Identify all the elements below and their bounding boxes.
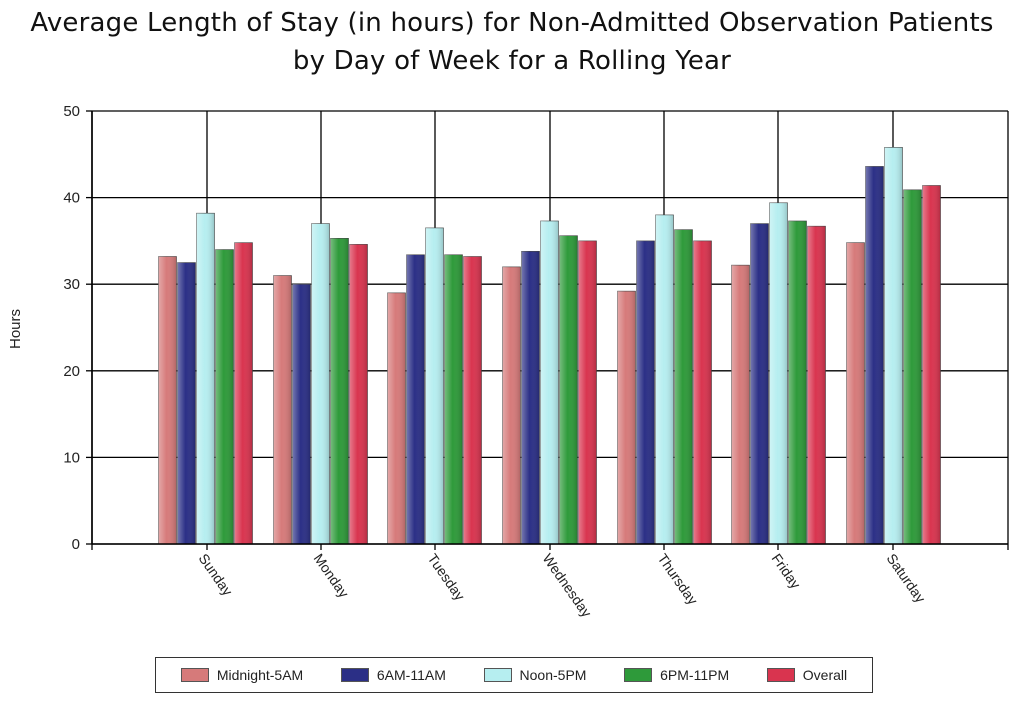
chart-title-line2: by Day of Week for a Rolling Year <box>292 46 732 76</box>
legend-swatch <box>340 668 369 682</box>
legend-item: 6AM-11AM <box>340 667 446 683</box>
bar-shade <box>846 242 865 544</box>
chart-title-line1: Average Length of Stay (in hours) for No… <box>30 8 994 38</box>
x-tick-label: Saturday <box>884 551 929 606</box>
bar-shade <box>444 254 463 545</box>
x-tick-label: Friday <box>769 551 804 592</box>
legend-label: Overall <box>802 667 848 683</box>
legend-swatch <box>624 668 653 682</box>
legend-swatch <box>766 668 795 682</box>
bar-shade <box>750 223 769 544</box>
bar-shade <box>674 229 693 544</box>
bar-shade <box>387 292 406 544</box>
y-tick-label: 40 <box>63 190 80 207</box>
legend: Midnight-5AM 6AM-11AM Noon-5PM 6PM-11PM Over… <box>155 657 873 693</box>
x-tick-label: Wednesday <box>540 551 595 621</box>
bar-shade <box>196 213 215 545</box>
bar-shade <box>731 265 750 544</box>
bar-shade <box>693 240 712 544</box>
legend-item: Noon-5PM <box>483 667 587 683</box>
bar-shade <box>807 226 826 545</box>
legend-label: 6PM-11PM <box>660 667 730 683</box>
bar-shade <box>502 266 521 544</box>
bar-shade <box>922 185 941 544</box>
y-axis-label: Hours <box>7 309 24 349</box>
y-tick-label: 10 <box>63 449 80 466</box>
bar-shade <box>578 240 597 544</box>
bar-shade <box>463 256 482 544</box>
bar-shade <box>234 242 253 544</box>
bar-shade <box>884 147 903 544</box>
x-tick-label: Monday <box>311 551 353 601</box>
legend-item: 6PM-11PM <box>624 667 729 683</box>
x-tick-label: Sunday <box>196 551 236 599</box>
bar-shade <box>215 249 234 544</box>
legend-swatch <box>483 668 512 682</box>
bar-shade <box>406 254 425 545</box>
bar-shade <box>769 202 788 544</box>
bar-shade <box>330 238 349 544</box>
bar-shade <box>655 214 674 545</box>
legend-label: 6AM-11AM <box>376 667 446 683</box>
bar-shade <box>865 166 884 544</box>
y-tick-label: 0 <box>72 536 80 553</box>
bar-shade <box>540 220 559 544</box>
legend-swatch <box>180 668 209 682</box>
bar-shade <box>349 244 368 544</box>
bar-shade <box>521 251 540 545</box>
y-tick-label: 20 <box>63 363 80 380</box>
bar-shade <box>788 220 807 544</box>
bar-shade <box>425 227 444 544</box>
bar-shade <box>636 240 655 544</box>
y-tick-label: 50 <box>63 103 80 120</box>
bar-shade <box>617 291 636 544</box>
bar-shade <box>903 189 922 544</box>
legend-label: Noon-5PM <box>519 667 587 683</box>
bar-shade <box>158 256 177 544</box>
legend-item: Midnight-5AM <box>180 667 304 683</box>
bar-shade <box>311 223 330 544</box>
bar-shade <box>292 284 311 544</box>
x-tick-label: Tuesday <box>425 551 469 604</box>
bar-shade <box>177 262 196 544</box>
bar-chart: Hours 0 10 20 30 40 50 Sunday Monday Tuesday Wedn… <box>7 103 1009 621</box>
x-tick-label: Thursday <box>655 551 702 608</box>
y-tick-label: 30 <box>63 276 80 293</box>
legend-label: Midnight-5AM <box>216 667 304 683</box>
bar-shade <box>273 275 292 544</box>
legend-item: Overall <box>766 667 848 683</box>
bar-shade <box>559 235 578 545</box>
